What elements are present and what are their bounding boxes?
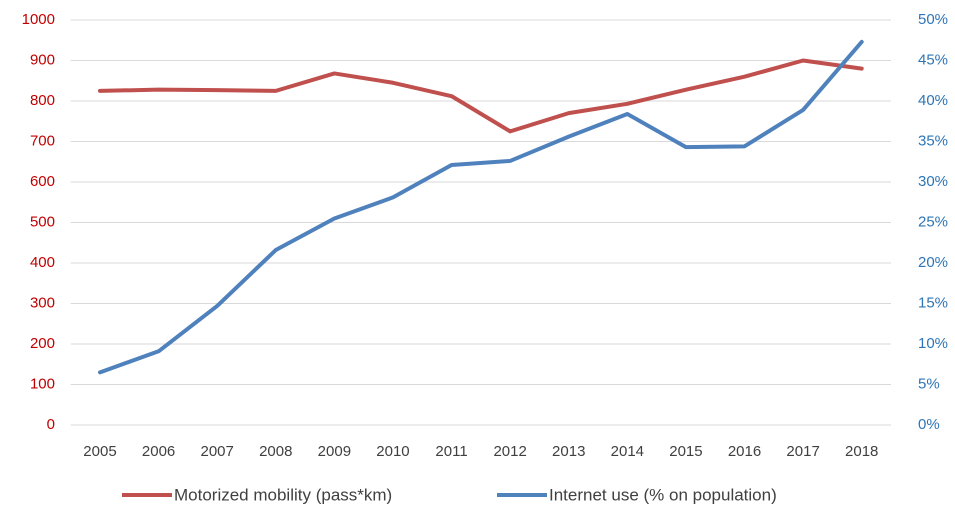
y2-tick-label: 5% — [918, 375, 940, 392]
y-tick-label: 100 — [30, 375, 55, 392]
legend-label: Motorized mobility (pass*km) — [174, 485, 392, 504]
x-tick-label: 2014 — [611, 443, 644, 460]
x-tick-label: 2013 — [552, 443, 585, 460]
y2-tick-label: 40% — [918, 92, 948, 109]
y-tick-label: 900 — [30, 51, 55, 68]
y2-tick-label: 15% — [918, 294, 948, 311]
y2-tick-label: 25% — [918, 213, 948, 230]
x-tick-label: 2011 — [435, 443, 467, 460]
x-tick-label: 2017 — [786, 443, 819, 460]
x-tick-label: 2005 — [83, 443, 116, 460]
y-tick-label: 600 — [30, 173, 55, 190]
y2-tick-label: 0% — [918, 416, 940, 433]
y-tick-label: 300 — [30, 294, 55, 311]
y-tick-label: 200 — [30, 335, 55, 352]
x-tick-label: 2010 — [376, 443, 409, 460]
y2-tick-label: 20% — [918, 254, 948, 271]
y-tick-label: 500 — [30, 213, 55, 230]
series-line — [97, 39, 864, 375]
y-tick-label: 0 — [47, 416, 55, 433]
y-tick-label: 700 — [30, 132, 55, 149]
y2-tick-label: 10% — [918, 335, 948, 352]
y2-tick-label: 35% — [918, 132, 948, 149]
x-tick-label: 2009 — [318, 443, 351, 460]
series-line — [97, 58, 864, 134]
legend-label: Internet use (% on population) — [549, 485, 777, 504]
x-tick-label: 2012 — [493, 443, 526, 460]
y-tick-label: 400 — [30, 254, 55, 271]
x-tick-label: 2016 — [728, 443, 761, 460]
x-tick-label: 2008 — [259, 443, 292, 460]
x-tick-label: 2007 — [200, 443, 233, 460]
y-tick-label: 1000 — [22, 11, 55, 28]
x-tick-label: 2015 — [669, 443, 702, 460]
x-tick-label: 2006 — [142, 443, 175, 460]
y2-tick-label: 45% — [918, 51, 948, 68]
x-tick-label: 2018 — [845, 443, 878, 460]
y2-tick-label: 50% — [918, 11, 948, 28]
y2-tick-label: 30% — [918, 173, 948, 190]
y-tick-label: 800 — [30, 92, 55, 109]
